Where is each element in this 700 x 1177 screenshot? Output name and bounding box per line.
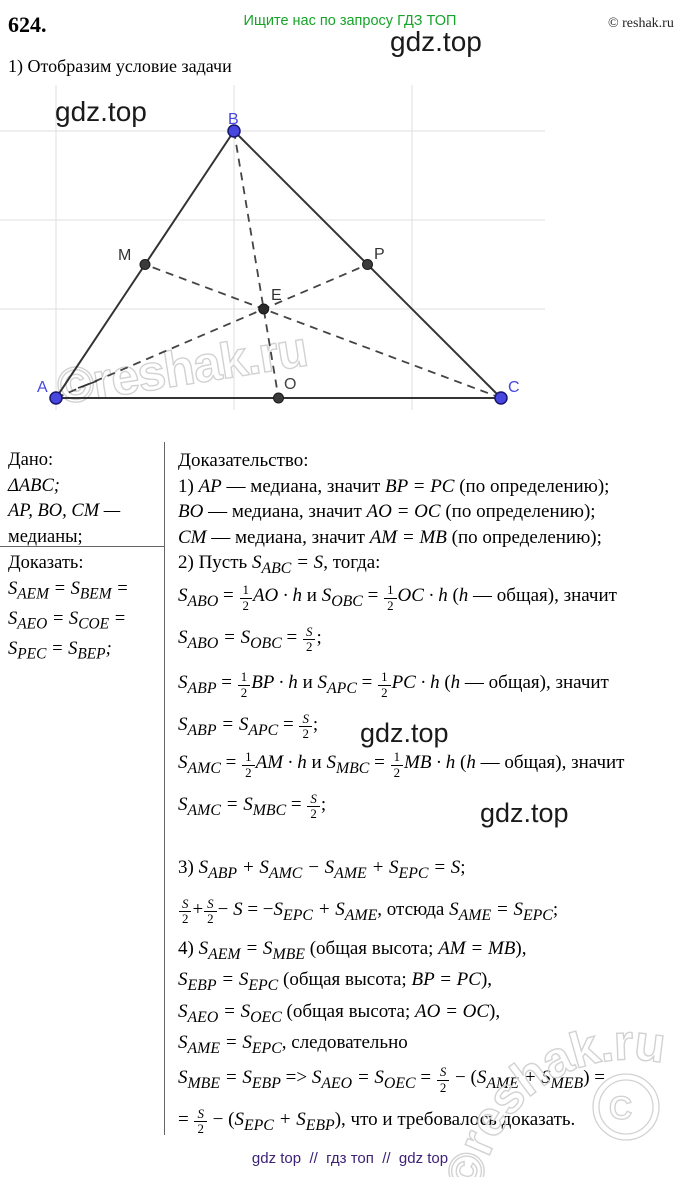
svg-text:C: C — [508, 379, 520, 396]
svg-text:M: M — [118, 247, 131, 264]
svg-text:P: P — [374, 246, 385, 263]
svg-text:C: C — [609, 1090, 632, 1126]
svg-text:A: A — [37, 379, 48, 396]
svg-text:©reshak.ru: ©reshak.ru — [53, 321, 311, 416]
svg-text:B: B — [228, 111, 239, 128]
svg-text:E: E — [271, 287, 282, 304]
svg-text:©reshak.ru: ©reshak.ru — [435, 1014, 667, 1177]
svg-text:O: O — [284, 376, 296, 393]
